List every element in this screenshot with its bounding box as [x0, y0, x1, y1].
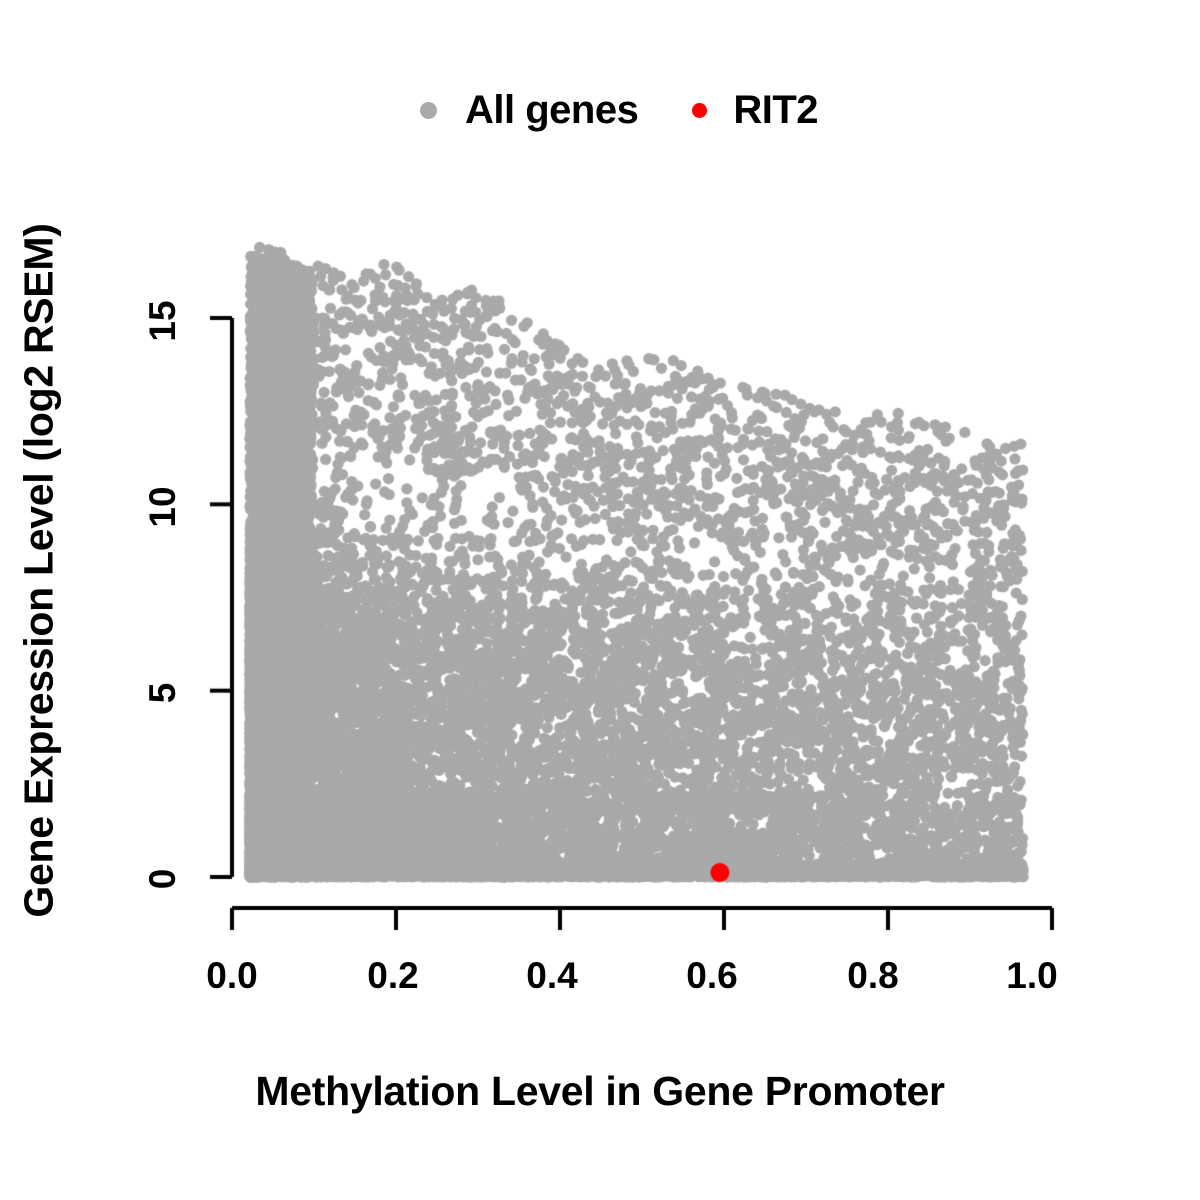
x-tick-label-0: 0.0 [206, 955, 258, 996]
y-axis-title: Gene Expression Level (log2 RSEM) [15, 223, 62, 918]
x-tick-label-3: 0.6 [686, 955, 738, 996]
y-tick-label-3: 15 [142, 300, 183, 342]
y-tick-label-0: 0 [142, 868, 183, 890]
x-tick-label-4: 0.8 [847, 955, 899, 996]
x-tick-label-1: 0.2 [367, 955, 419, 996]
y-tick-label-1: 5 [142, 682, 183, 704]
y-tick-label-2: 10 [142, 486, 183, 528]
x-tick-label-2: 0.4 [526, 955, 578, 996]
x-tick-label-5: 1.0 [1006, 955, 1058, 996]
x-axis-title: Methylation Level in Gene Promoter [255, 1068, 945, 1114]
